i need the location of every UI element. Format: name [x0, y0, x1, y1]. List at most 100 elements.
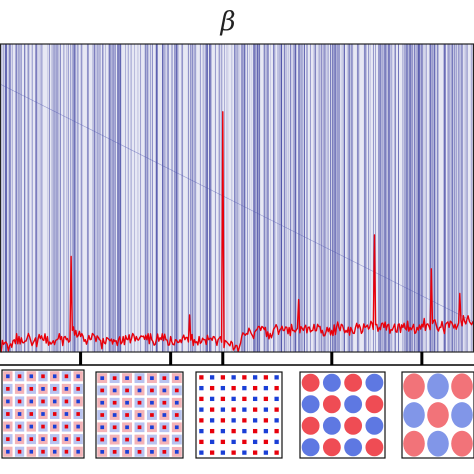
pattern-blob: [403, 373, 425, 400]
pattern-inset: [1, 369, 85, 459]
pattern-dot: [6, 399, 10, 404]
pattern-dot: [274, 385, 279, 391]
pattern-dot: [263, 439, 269, 445]
pattern-dot: [41, 399, 45, 404]
pattern-dot: [100, 388, 105, 393]
pattern-dot: [150, 388, 154, 393]
pattern-dot: [263, 418, 269, 423]
pattern-dot: [29, 449, 34, 454]
pattern-dot: [137, 388, 142, 393]
pattern-dot: [150, 376, 154, 380]
pattern-dot: [41, 386, 45, 391]
pattern-dot: [199, 385, 204, 391]
pattern-dot: [252, 418, 258, 423]
pattern-dot: [41, 449, 45, 454]
pattern-dot: [150, 437, 154, 442]
pattern-dot: [112, 437, 117, 442]
pattern-dot: [162, 400, 167, 405]
pattern-dot: [174, 376, 179, 380]
pattern-dot: [150, 413, 154, 417]
pattern-dot: [125, 437, 129, 442]
pattern-dot: [125, 376, 129, 380]
pattern-blob: [451, 430, 473, 457]
pattern-dot: [199, 439, 204, 445]
pattern-blob: [344, 395, 363, 414]
pattern-dot: [162, 388, 167, 393]
pattern-blob: [427, 373, 449, 400]
pattern-dot: [220, 428, 226, 434]
pattern-dot: [220, 418, 226, 423]
pattern-blob: [322, 438, 341, 457]
pattern-dot: [112, 376, 117, 380]
pattern-dot: [263, 385, 269, 391]
pattern-dot: [150, 450, 154, 454]
pattern-dot: [52, 386, 57, 391]
pattern-dot: [252, 385, 258, 391]
pattern-dot: [76, 424, 80, 429]
pattern-dot: [6, 424, 10, 429]
pattern-dot: [137, 400, 142, 405]
pattern-dot: [6, 449, 10, 454]
pattern-dot: [263, 375, 269, 380]
pattern-dot: [17, 412, 22, 416]
pattern-dot: [199, 375, 204, 380]
pattern-dot: [209, 407, 215, 412]
pattern-dot: [112, 388, 117, 393]
pattern-dot: [150, 400, 154, 405]
pattern-dot: [209, 396, 215, 402]
pattern-dot: [17, 437, 22, 442]
inset-frame: [95, 371, 184, 459]
pattern-dot: [231, 418, 236, 423]
pattern-dot: [199, 450, 204, 455]
pattern-dot: [220, 385, 226, 391]
pattern-dot: [174, 388, 179, 393]
pattern-dot: [199, 428, 204, 434]
pattern-dot: [199, 418, 204, 423]
pattern-dot: [29, 374, 34, 379]
pattern-dot: [162, 450, 167, 454]
inset-frame: [401, 371, 474, 459]
pattern-blob: [344, 373, 363, 392]
pattern-dot: [252, 450, 258, 455]
pattern-blob: [365, 416, 384, 435]
pattern-blob: [301, 395, 320, 414]
pattern-dot: [242, 418, 247, 423]
pattern-dot: [242, 375, 247, 380]
pattern-dot: [242, 439, 247, 445]
pattern-dot: [252, 407, 258, 412]
pattern-dot: [137, 425, 142, 430]
pattern-blob: [365, 373, 384, 392]
pattern-dot: [125, 450, 129, 454]
pattern-dot: [41, 437, 45, 442]
pattern-blob: [403, 402, 425, 428]
pattern-dot: [17, 386, 22, 391]
pattern-dot: [100, 425, 105, 430]
pattern-blob: [322, 395, 341, 414]
pattern-dot: [64, 386, 69, 391]
pattern-dot: [263, 407, 269, 412]
chart-title: β: [219, 7, 235, 37]
inset-frame: [299, 371, 386, 459]
pattern-dot: [52, 399, 57, 404]
pattern-blob: [365, 395, 384, 414]
pattern-dot: [209, 418, 215, 423]
pattern-dot: [220, 407, 226, 412]
pattern-dot: [52, 374, 57, 379]
pattern-dot: [100, 450, 105, 454]
pattern-dot: [220, 439, 226, 445]
pattern-dot: [174, 450, 179, 454]
pattern-dot: [29, 424, 34, 429]
pattern-dot: [242, 407, 247, 412]
pattern-dot: [112, 450, 117, 454]
pattern-dot: [242, 450, 247, 455]
pattern-blob: [427, 430, 449, 457]
pattern-dot: [263, 396, 269, 402]
pattern-dot: [64, 399, 69, 404]
pattern-inset: [95, 371, 184, 459]
pattern-dot: [162, 413, 167, 417]
pattern-dot: [41, 374, 45, 379]
diagonal-guide: [0, 83, 474, 323]
pattern-dot: [274, 375, 279, 380]
pattern-dot: [64, 412, 69, 416]
